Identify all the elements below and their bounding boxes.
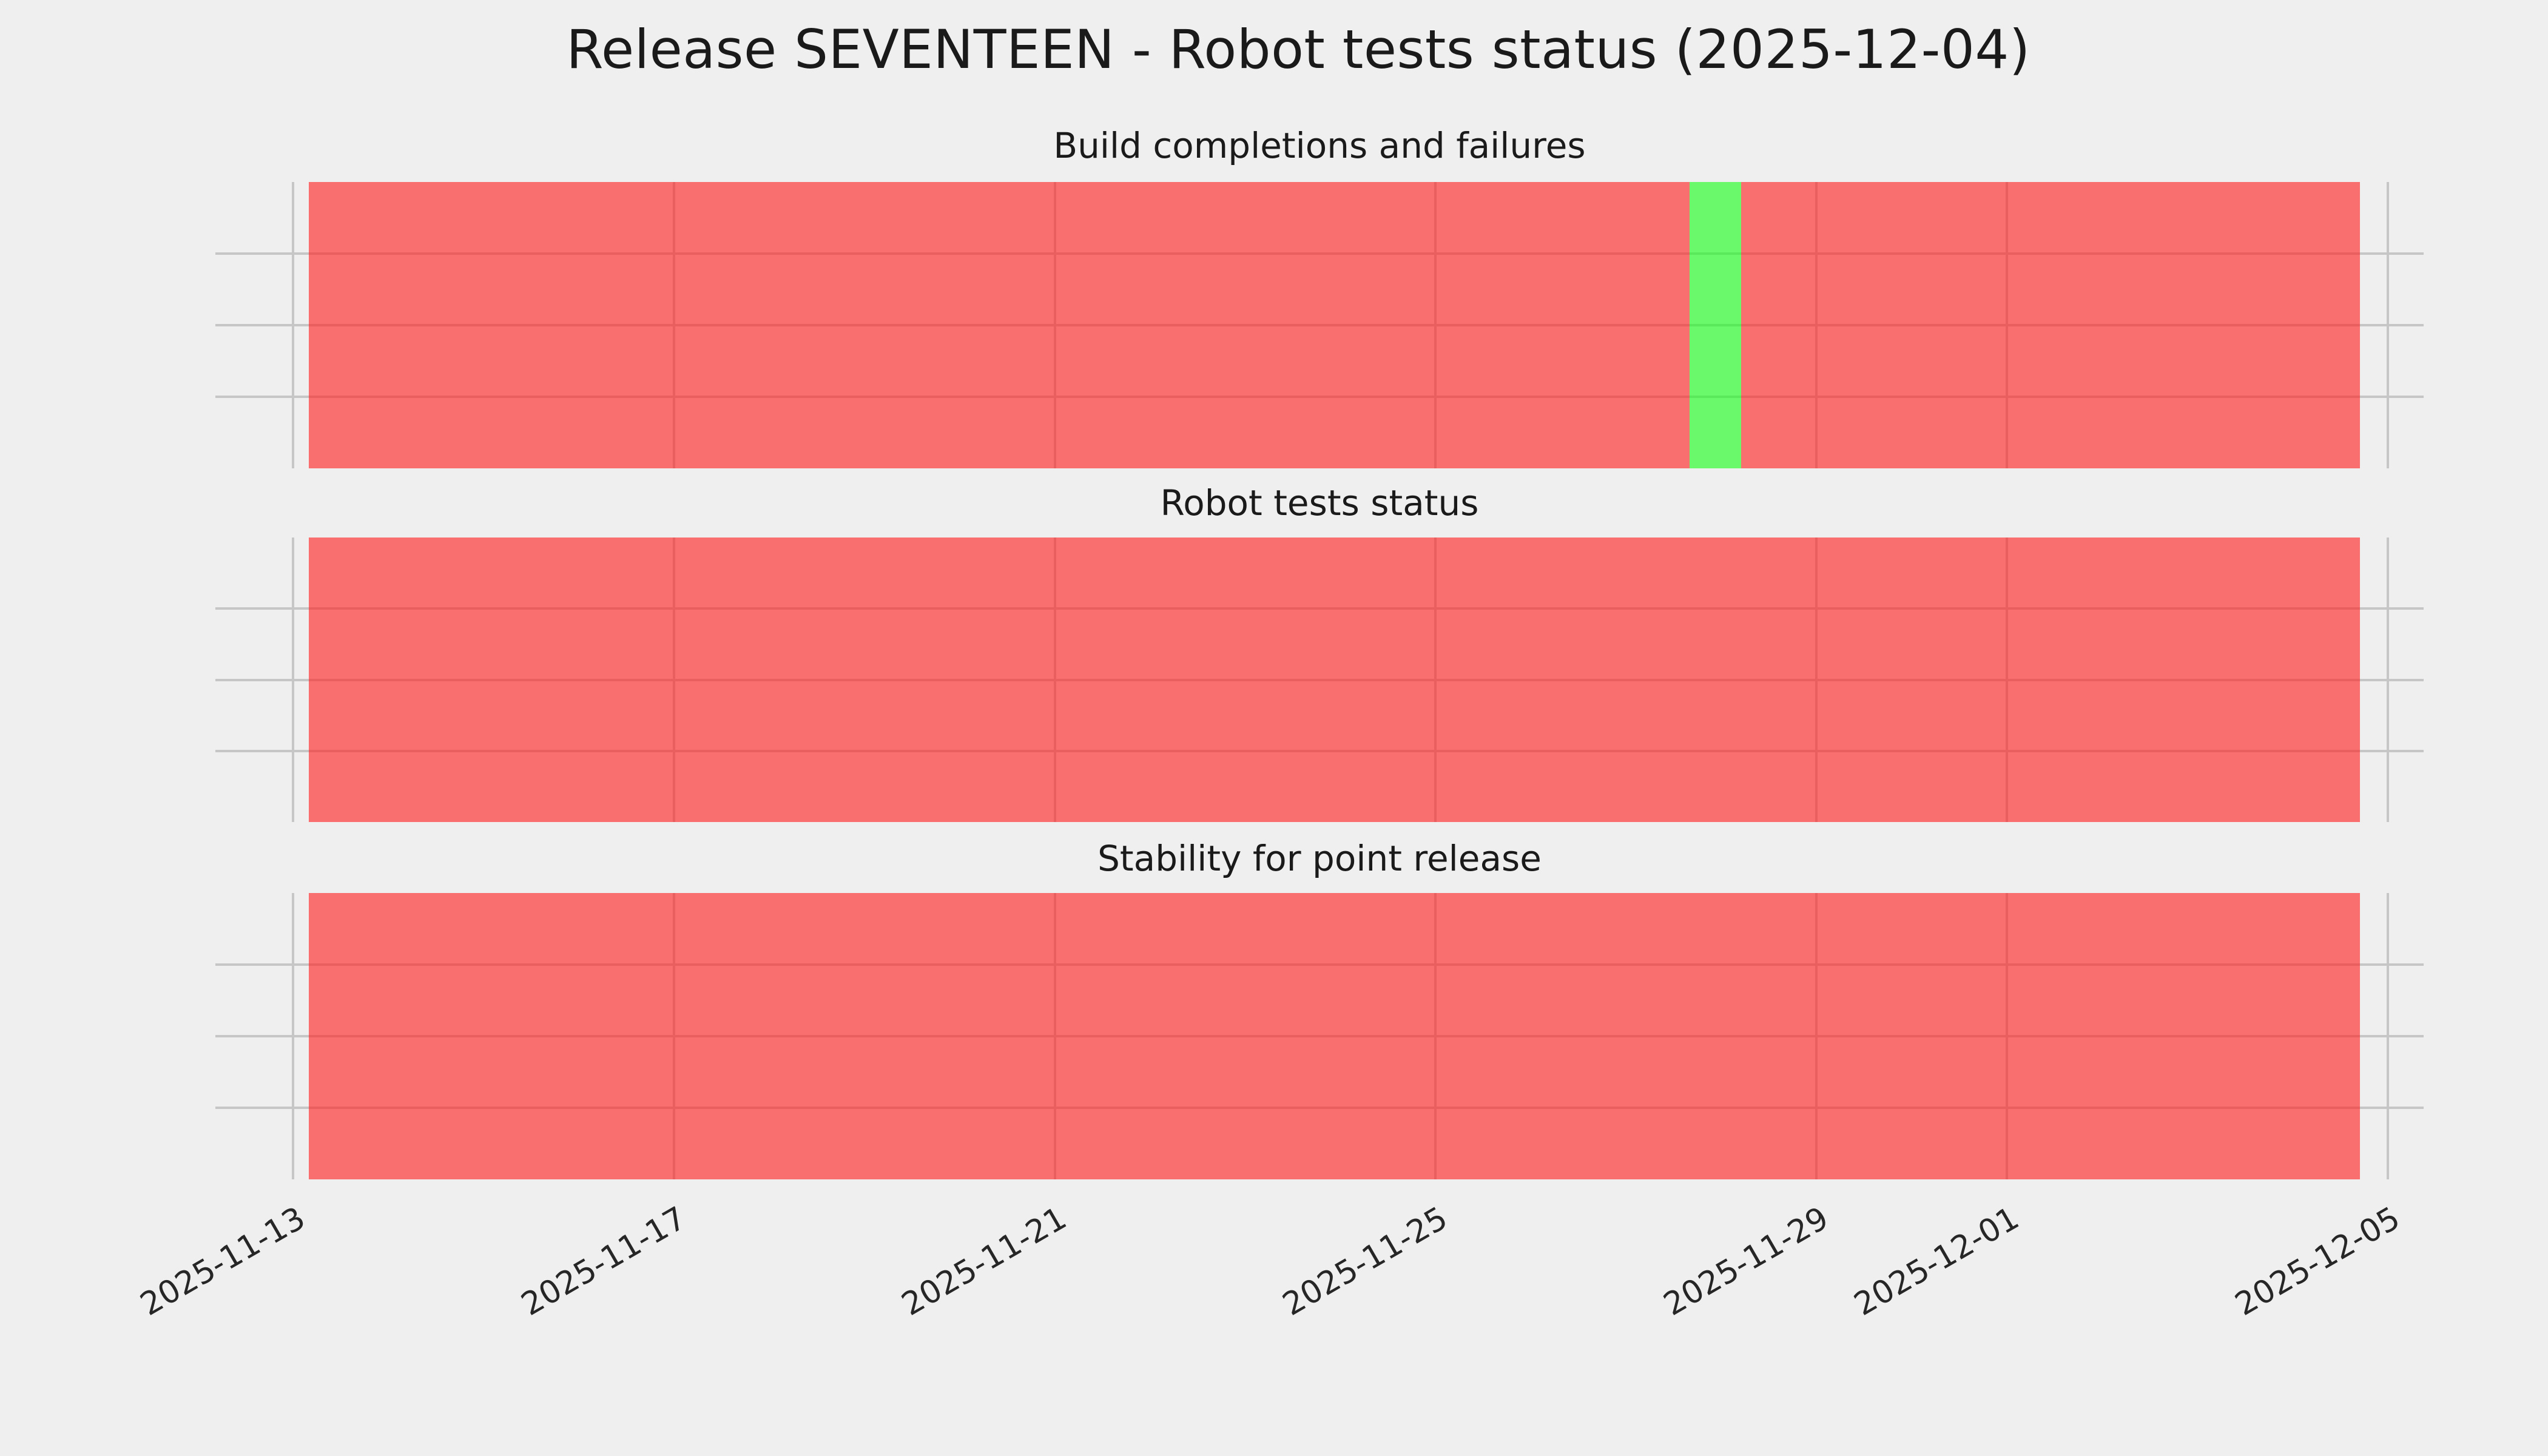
vertical-gridline xyxy=(292,893,294,1179)
x-tick-label: 2025-11-17 xyxy=(515,1200,692,1324)
status-segment-failure xyxy=(309,538,2361,822)
panel-title: Stability for point release xyxy=(1097,838,1542,879)
axes-area xyxy=(215,538,2424,822)
status-segment-failure xyxy=(1741,182,2361,468)
status-segment-success xyxy=(1689,182,1741,468)
axes-area xyxy=(215,893,2424,1179)
x-tick-label: 2025-11-21 xyxy=(895,1200,1073,1324)
axes-area xyxy=(215,182,2424,468)
vertical-gridline xyxy=(2387,893,2389,1179)
vertical-gridline xyxy=(2387,182,2389,468)
status-bar xyxy=(309,538,2361,822)
vertical-gridline xyxy=(2387,538,2389,822)
status-segment-failure xyxy=(309,893,2361,1179)
figure-title: Release SEVENTEEN - Robot tests status (… xyxy=(566,18,2031,81)
panel-title: Robot tests status xyxy=(1160,482,1479,524)
x-tick-label: 2025-11-29 xyxy=(1657,1200,1835,1324)
status-segment-failure xyxy=(309,182,1690,468)
x-tick-label: 2025-11-13 xyxy=(134,1200,311,1324)
panel-title: Build completions and failures xyxy=(1053,125,1586,166)
vertical-gridline xyxy=(292,538,294,822)
vertical-gridline xyxy=(292,182,294,468)
x-tick-label: 2025-12-05 xyxy=(2229,1200,2406,1324)
status-bar xyxy=(309,182,2361,468)
x-tick-label: 2025-12-01 xyxy=(1848,1200,2026,1324)
x-tick-label: 2025-11-25 xyxy=(1276,1200,1454,1324)
status-bar xyxy=(309,893,2361,1179)
